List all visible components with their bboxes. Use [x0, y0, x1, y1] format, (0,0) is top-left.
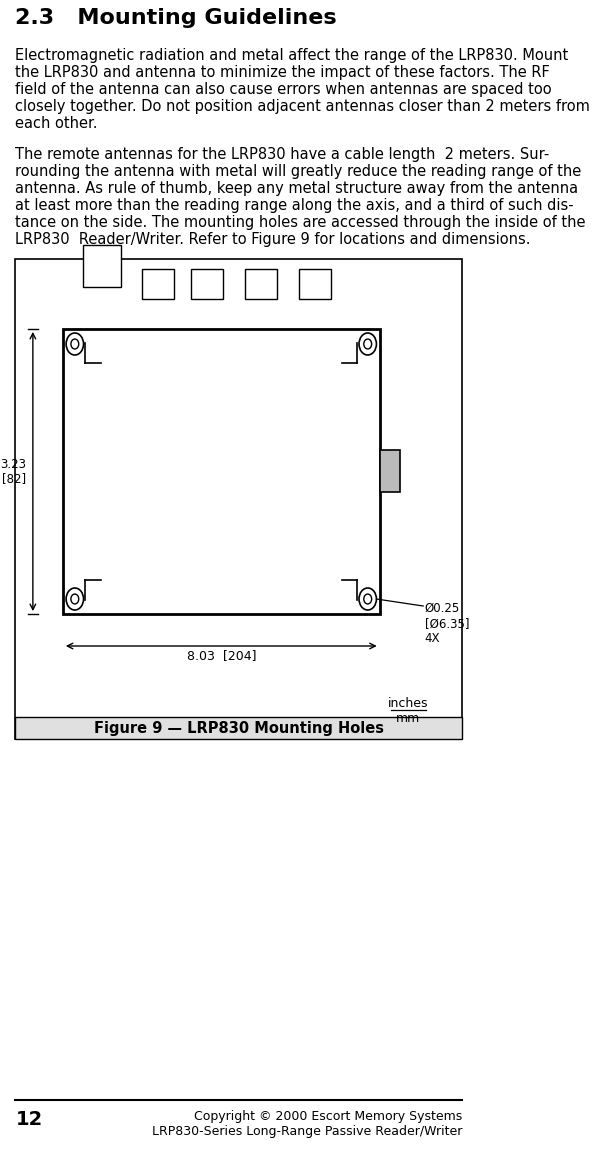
Bar: [245, 268, 277, 299]
Text: Copyright © 2000 Escort Memory Systems
LRP830-Series Long-Range Passive Reader/W: Copyright © 2000 Escort Memory Systems L…: [152, 1110, 462, 1138]
Bar: [16, 717, 462, 739]
Text: rounding the antenna with metal will greatly reduce the reading range of the: rounding the antenna with metal will gre…: [16, 164, 581, 179]
Text: LRP830  Reader/Writer. Refer to Figure 9 for locations and dimensions.: LRP830 Reader/Writer. Refer to Figure 9 …: [16, 232, 531, 248]
Bar: [299, 268, 331, 299]
Bar: [69, 329, 373, 340]
Circle shape: [71, 339, 79, 349]
Circle shape: [359, 588, 376, 610]
Bar: [63, 329, 380, 614]
Circle shape: [359, 333, 376, 356]
Circle shape: [66, 333, 83, 356]
Text: 2.3   Mounting Guidelines: 2.3 Mounting Guidelines: [16, 8, 337, 28]
Text: Electromagnetic radiation and metal affect the range of the LRP830. Mount: Electromagnetic radiation and metal affe…: [16, 48, 569, 63]
Text: antenna. As rule of thumb, keep any metal structure away from the antenna: antenna. As rule of thumb, keep any meta…: [16, 181, 578, 196]
Text: 3.23
[82]: 3.23 [82]: [1, 458, 26, 486]
Text: Ø0.25
[Ø6.35]
4X: Ø0.25 [Ø6.35] 4X: [425, 602, 469, 645]
Text: the LRP830 and antenna to minimize the impact of these factors. The RF: the LRP830 and antenna to minimize the i…: [16, 65, 550, 80]
Text: tance on the side. The mounting holes are accessed through the inside of the: tance on the side. The mounting holes ar…: [16, 215, 586, 230]
Text: The remote antennas for the LRP830 have a cable length  2 meters. Sur-: The remote antennas for the LRP830 have …: [16, 148, 550, 162]
Text: at least more than the reading range along the axis, and a third of such dis-: at least more than the reading range alo…: [16, 198, 574, 213]
Text: each other.: each other.: [16, 116, 98, 131]
Text: inches: inches: [388, 697, 428, 710]
Bar: [16, 259, 462, 739]
Circle shape: [71, 594, 79, 604]
Text: 8.03  [204]: 8.03 [204]: [187, 650, 256, 662]
Text: 12: 12: [16, 1110, 43, 1129]
Text: mm: mm: [396, 712, 420, 725]
Bar: [380, 450, 400, 492]
Bar: [142, 268, 174, 299]
Bar: [83, 245, 121, 287]
Circle shape: [66, 588, 83, 610]
Bar: [191, 268, 223, 299]
Text: Figure 9 — LRP830 Mounting Holes: Figure 9 — LRP830 Mounting Holes: [94, 720, 383, 736]
Circle shape: [364, 594, 371, 604]
Text: closely together. Do not position adjacent antennas closer than 2 meters from: closely together. Do not position adjace…: [16, 99, 590, 114]
Circle shape: [364, 339, 371, 349]
Text: field of the antenna can also cause errors when antennas are spaced too: field of the antenna can also cause erro…: [16, 83, 552, 96]
